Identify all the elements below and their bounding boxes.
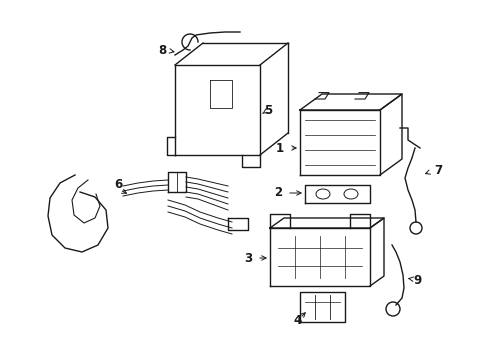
Circle shape [385, 302, 399, 316]
Text: 7: 7 [433, 163, 441, 176]
Ellipse shape [315, 189, 329, 199]
Ellipse shape [343, 189, 357, 199]
Text: 1: 1 [275, 141, 284, 154]
Text: 2: 2 [273, 186, 282, 199]
Text: 5: 5 [264, 104, 271, 117]
Text: 3: 3 [244, 252, 251, 265]
Text: 4: 4 [293, 314, 302, 327]
Text: 6: 6 [114, 179, 122, 192]
Text: 9: 9 [413, 274, 421, 287]
Text: 8: 8 [158, 44, 166, 57]
Circle shape [409, 222, 421, 234]
